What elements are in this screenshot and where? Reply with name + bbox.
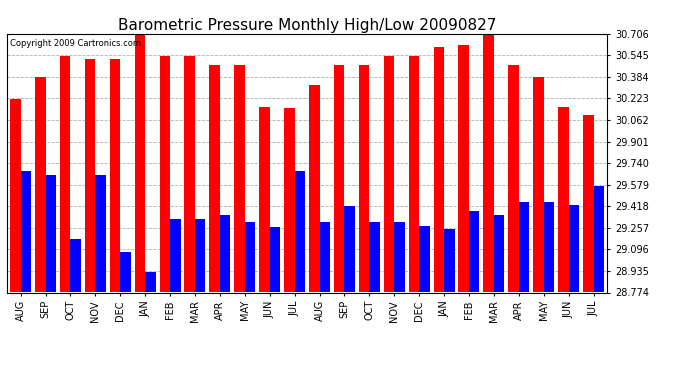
Bar	[70, 240, 81, 292]
Bar	[408, 56, 419, 292]
Bar	[110, 58, 120, 292]
Bar	[484, 34, 494, 292]
Bar	[533, 77, 544, 292]
Bar	[558, 107, 569, 292]
Bar	[46, 175, 56, 292]
Title: Barometric Pressure Monthly High/Low 20090827: Barometric Pressure Monthly High/Low 200…	[118, 18, 496, 33]
Bar	[344, 206, 355, 292]
Bar	[309, 86, 319, 292]
Bar	[319, 222, 330, 292]
Bar	[494, 215, 504, 292]
Bar	[295, 171, 305, 292]
Bar	[544, 202, 554, 292]
Bar	[235, 65, 245, 292]
Bar	[220, 215, 230, 292]
Bar	[10, 99, 21, 292]
Bar	[209, 65, 220, 292]
Bar	[469, 211, 480, 292]
Bar	[170, 219, 181, 292]
Bar	[419, 226, 430, 292]
Bar	[259, 107, 270, 292]
Bar	[583, 115, 593, 292]
Bar	[135, 34, 145, 292]
Bar	[444, 229, 455, 292]
Bar	[394, 222, 405, 292]
Bar	[120, 252, 130, 292]
Bar	[35, 77, 46, 292]
Bar	[85, 58, 95, 292]
Text: Copyright 2009 Cartronics.com: Copyright 2009 Cartronics.com	[10, 39, 141, 48]
Bar	[458, 45, 469, 292]
Bar	[334, 65, 344, 292]
Bar	[384, 56, 394, 292]
Bar	[195, 219, 206, 292]
Bar	[509, 65, 519, 292]
Bar	[369, 222, 380, 292]
Bar	[184, 56, 195, 292]
Bar	[159, 56, 170, 292]
Bar	[270, 227, 280, 292]
Bar	[95, 175, 106, 292]
Bar	[359, 65, 369, 292]
Bar	[569, 205, 579, 292]
Bar	[21, 171, 31, 292]
Bar	[284, 108, 295, 292]
Bar	[60, 56, 70, 292]
Bar	[245, 222, 255, 292]
Bar	[433, 46, 444, 292]
Bar	[519, 202, 529, 292]
Bar	[593, 186, 604, 292]
Bar	[145, 272, 156, 292]
